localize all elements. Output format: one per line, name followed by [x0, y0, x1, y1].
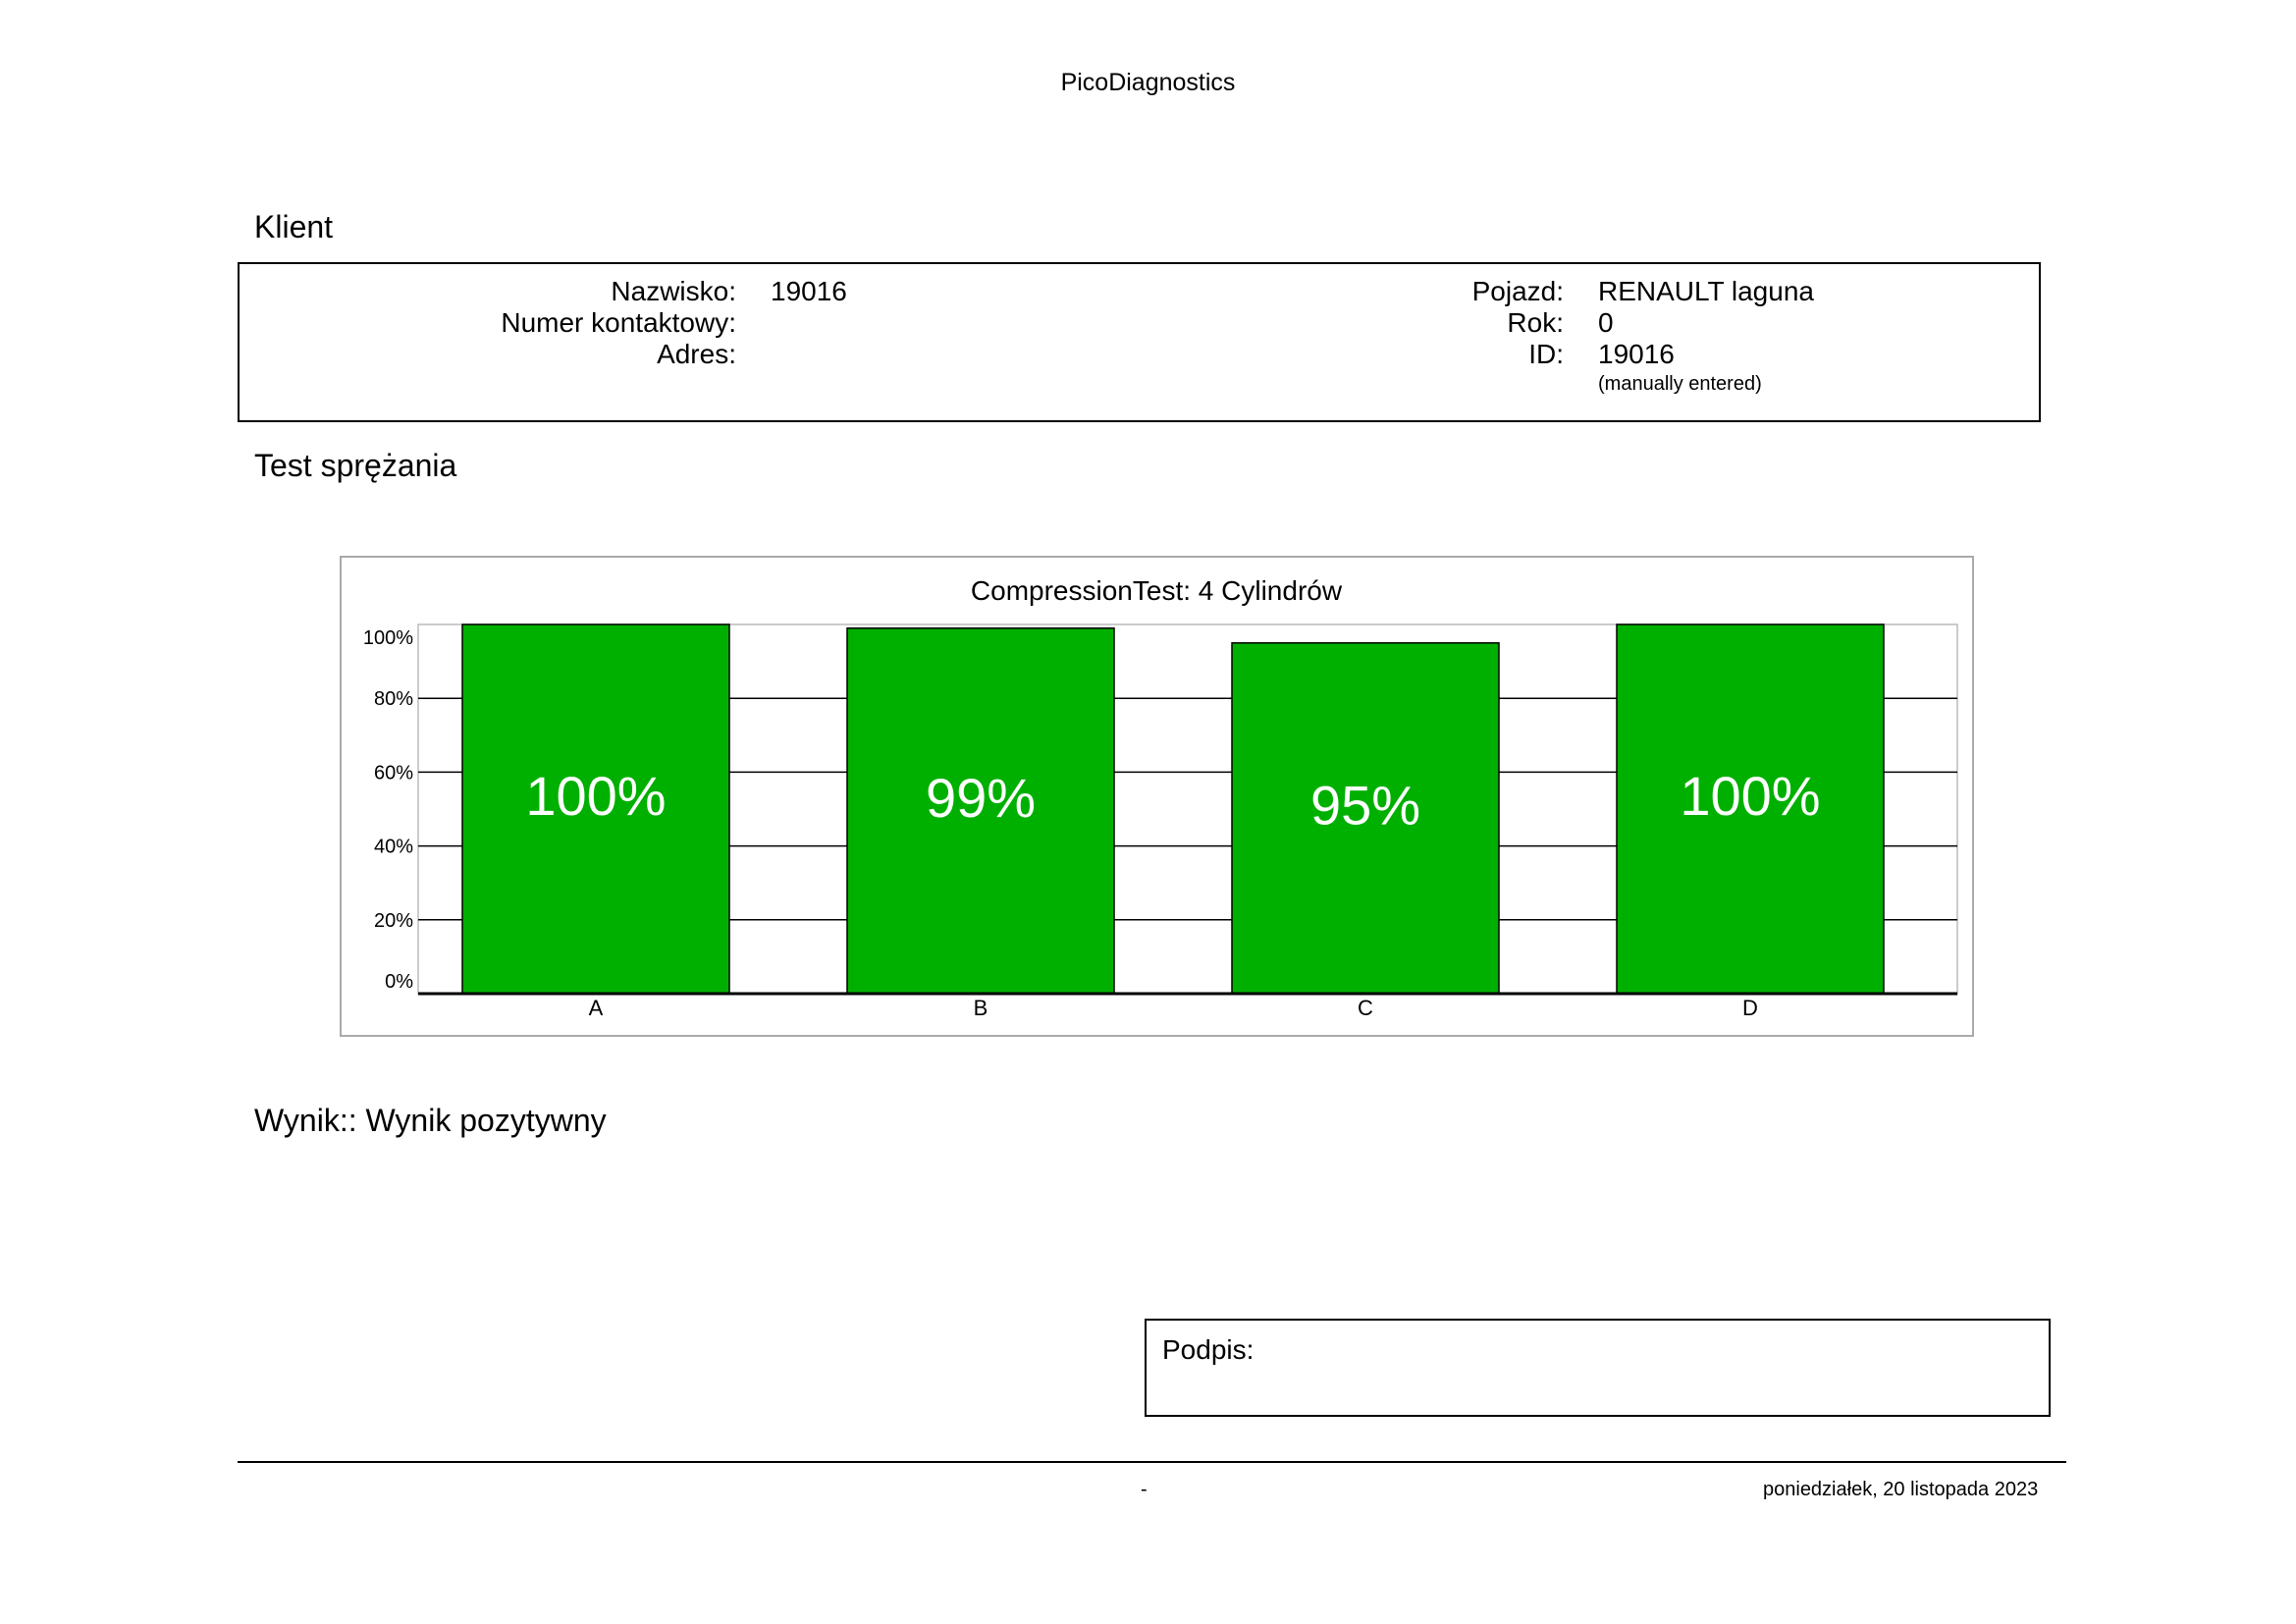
footer-page-indicator: - [1141, 1479, 1148, 1500]
y-tick-label: 40% [374, 837, 413, 858]
bar-data-label: 100% [525, 765, 666, 827]
x-tick-label: C [1358, 996, 1373, 1020]
compression-test-heading: Test sprężania [254, 448, 457, 483]
compression-chart-svg: CompressionTest: 4 Cylindrów 100% 99% 95% 1… [363, 575, 1958, 1020]
contact-number-label: Numer kontaktowy: [501, 307, 736, 338]
id-label: ID: [1528, 339, 1564, 369]
year-label: Rok: [1507, 307, 1564, 338]
address-label: Adres: [657, 339, 736, 369]
compression-chart: CompressionTest: 4 Cylindrów 100% 99% 95% 1… [340, 556, 1974, 1037]
id-manual-note: (manually entered) [1598, 373, 1762, 395]
year-value: 0 [1598, 307, 1614, 338]
bar-cylinder-D [1616, 623, 1885, 995]
surname-label: Nazwisko: [611, 276, 736, 306]
x-tick-label: B [974, 996, 988, 1020]
bar-cylinder-C [1231, 642, 1500, 995]
client-info-box: Nazwisko: 19016 Numer kontaktowy: Adres:… [238, 262, 2041, 422]
y-tick-label: 20% [374, 910, 413, 932]
result-text: Wynik:: Wynik pozytywny [254, 1103, 607, 1138]
x-tick-label: D [1742, 996, 1758, 1020]
surname-value: 19016 [771, 276, 847, 306]
vehicle-value: RENAULT laguna [1598, 276, 1814, 306]
bar-data-label: 99% [926, 767, 1036, 829]
vehicle-label: Pojazd: [1471, 276, 1564, 306]
bar-data-label: 100% [1680, 765, 1820, 827]
y-tick-label: 100% [363, 627, 413, 649]
id-value: 19016 [1598, 339, 1675, 369]
document-header-title: PicoDiagnostics [1060, 69, 1236, 96]
y-tick-label: 60% [374, 762, 413, 784]
y-tick-label: 80% [374, 688, 413, 710]
client-section-heading: Klient [254, 209, 334, 244]
chart-title: CompressionTest: 4 Cylindrów [971, 575, 1343, 606]
signature-label: Podpis: [1162, 1334, 1255, 1365]
bar-cylinder-A [461, 623, 730, 995]
y-tick-label: 0% [385, 971, 413, 993]
footer-date: poniedziałek, 20 listopada 2023 [1763, 1479, 2039, 1500]
signature-box: Podpis: [1145, 1319, 2051, 1417]
footer-divider [238, 1461, 2066, 1463]
x-tick-label: A [589, 996, 604, 1020]
bar-data-label: 95% [1310, 774, 1420, 836]
